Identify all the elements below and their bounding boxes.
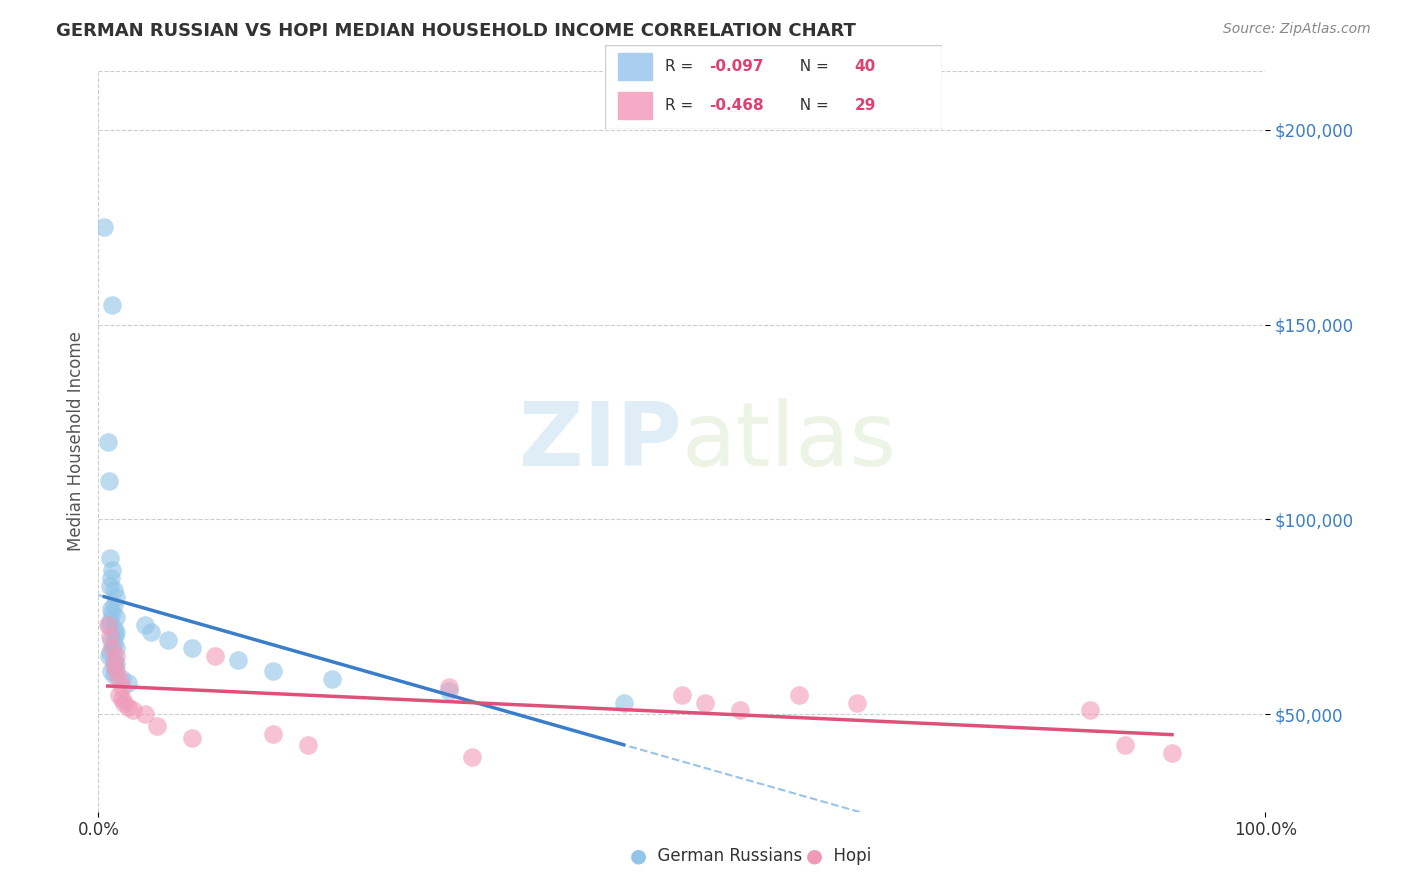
Point xyxy=(93,220,115,235)
Point xyxy=(104,610,127,624)
Point xyxy=(104,629,127,643)
Point xyxy=(97,617,120,632)
Point xyxy=(100,633,122,648)
Point xyxy=(101,606,124,620)
Point xyxy=(846,696,869,710)
Point xyxy=(321,672,343,686)
Point xyxy=(111,672,134,686)
Point xyxy=(204,648,226,663)
Text: -0.468: -0.468 xyxy=(709,98,763,113)
Point xyxy=(108,672,131,686)
Point xyxy=(437,680,460,694)
Point xyxy=(103,598,125,612)
Point xyxy=(103,622,125,636)
Point xyxy=(297,739,319,753)
Point xyxy=(111,691,134,706)
Point xyxy=(103,653,125,667)
Point xyxy=(97,617,120,632)
Point xyxy=(146,719,169,733)
Point xyxy=(695,696,717,710)
Text: R =: R = xyxy=(665,59,699,74)
Text: atlas: atlas xyxy=(682,398,897,485)
Point xyxy=(103,657,125,671)
Text: Hopi: Hopi xyxy=(823,847,870,865)
Point xyxy=(437,684,460,698)
Text: N =: N = xyxy=(790,59,834,74)
Point xyxy=(104,657,127,671)
Point xyxy=(157,633,180,648)
Point xyxy=(103,582,125,597)
Point xyxy=(104,648,127,663)
Point xyxy=(134,617,156,632)
Point xyxy=(262,727,284,741)
Point xyxy=(262,665,284,679)
Point xyxy=(787,688,810,702)
Point xyxy=(104,660,127,674)
FancyBboxPatch shape xyxy=(605,45,942,129)
Point xyxy=(111,680,134,694)
Text: GERMAN RUSSIAN VS HOPI MEDIAN HOUSEHOLD INCOME CORRELATION CHART: GERMAN RUSSIAN VS HOPI MEDIAN HOUSEHOLD … xyxy=(56,22,856,40)
Point xyxy=(228,653,250,667)
Point xyxy=(101,563,124,577)
Point xyxy=(134,707,156,722)
Point xyxy=(671,688,693,702)
Point xyxy=(98,614,121,628)
Text: -0.097: -0.097 xyxy=(709,59,763,74)
Point xyxy=(112,696,135,710)
Text: Source: ZipAtlas.com: Source: ZipAtlas.com xyxy=(1223,22,1371,37)
Point xyxy=(98,629,121,643)
Point xyxy=(139,625,162,640)
Text: ●: ● xyxy=(806,847,823,866)
Point xyxy=(101,298,124,312)
Point xyxy=(117,699,139,714)
Point xyxy=(461,750,484,764)
Point xyxy=(98,579,121,593)
Y-axis label: Median Household Income: Median Household Income xyxy=(66,332,84,551)
Point xyxy=(117,676,139,690)
Point xyxy=(98,551,121,566)
Point xyxy=(180,731,202,745)
Text: R =: R = xyxy=(665,98,699,113)
Point xyxy=(97,648,120,663)
Point xyxy=(97,434,120,449)
Point xyxy=(103,637,125,651)
Point xyxy=(98,645,121,659)
Text: ●: ● xyxy=(630,847,647,866)
Point xyxy=(1080,703,1102,717)
Point xyxy=(122,703,145,717)
Point xyxy=(104,641,127,656)
Point xyxy=(100,602,122,616)
Point xyxy=(108,688,131,702)
Point xyxy=(104,625,127,640)
Point xyxy=(1114,739,1136,753)
Point xyxy=(103,668,125,682)
Text: 29: 29 xyxy=(855,98,876,113)
Text: N =: N = xyxy=(790,98,834,113)
Point xyxy=(613,696,636,710)
Text: 40: 40 xyxy=(855,59,876,74)
Point xyxy=(730,703,752,717)
Point xyxy=(180,641,202,656)
Point xyxy=(97,474,120,488)
Text: ZIP: ZIP xyxy=(519,398,682,485)
Point xyxy=(101,641,124,656)
Point xyxy=(1161,746,1184,760)
Point xyxy=(104,665,127,679)
Point xyxy=(104,591,127,605)
Point xyxy=(100,665,122,679)
Bar xyxy=(619,54,652,80)
Bar xyxy=(619,92,652,120)
Text: German Russians: German Russians xyxy=(647,847,801,865)
Point xyxy=(100,571,122,585)
